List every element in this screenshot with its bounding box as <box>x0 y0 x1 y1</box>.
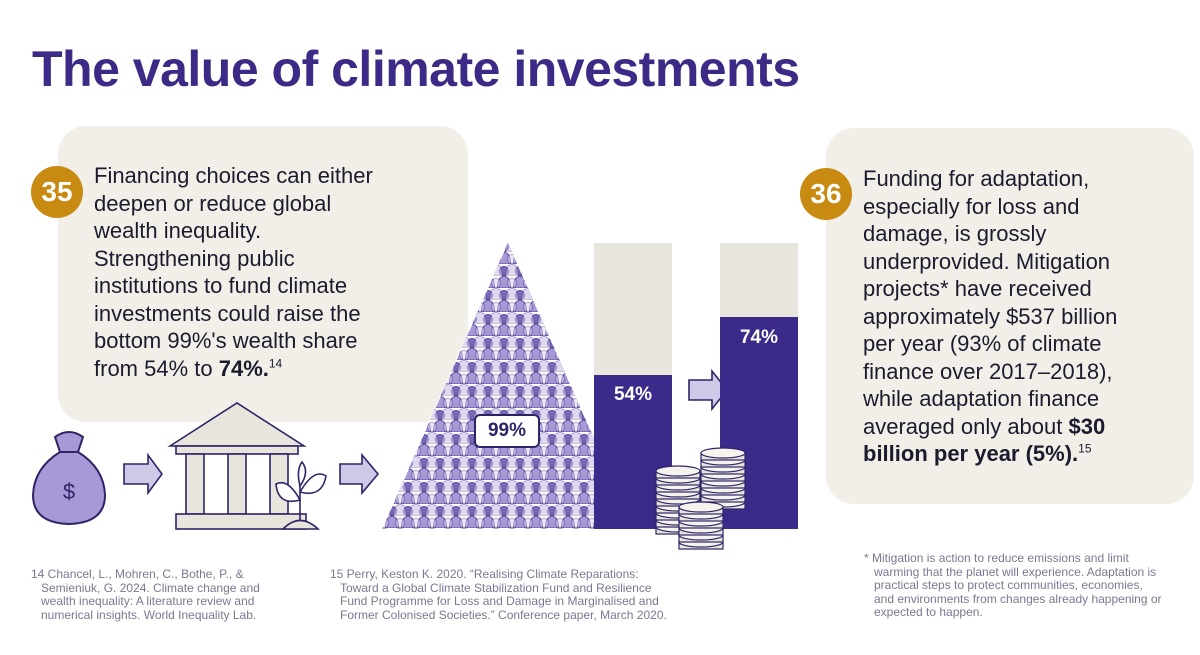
text-line: approximately $537 billion <box>863 303 1118 329</box>
number-badge: 36 <box>800 168 852 220</box>
info-card-36 <box>826 128 1194 504</box>
text-line: deepen or reduce global <box>94 190 332 216</box>
text-line: bottom 99%'s wealth share <box>94 328 358 353</box>
highlight-value: $30 <box>1068 413 1106 439</box>
coin-top <box>678 501 724 513</box>
text-line: wealth inequality. <box>94 218 262 243</box>
text-line: from 54% to 74%.14 <box>94 355 283 381</box>
people-pyramid-icon <box>381 240 635 530</box>
footnote-14: 14 Chancel, L., Mohren, C., Bothe, P., &… <box>31 567 260 622</box>
wealth-share-bar-before <box>594 243 672 529</box>
footnote-15: 15 Perry, Keston K. 2020. “Realising Cli… <box>330 567 667 622</box>
text-line: billion per year (5%).15 <box>863 440 1163 468</box>
text-line: projects* have received <box>863 276 1092 301</box>
bar-after-label: 74% <box>739 327 779 348</box>
text-line: Funding for adaptation, <box>863 166 1090 191</box>
card-36-text: Funding for adaptation, especially for l… <box>863 165 1163 468</box>
pyramid-percent-label: 99% <box>474 414 540 448</box>
coin-stack-icon <box>655 447 746 550</box>
footnote-definition: * Mitigation is action to reduce emissio… <box>864 551 1162 619</box>
info-card-35 <box>58 126 468 422</box>
text-line: finance over 2017–2018), <box>863 358 1113 384</box>
text-line: while adaptation finance <box>863 386 1100 411</box>
sprout-icon <box>275 460 327 530</box>
bank-building-icon <box>167 402 307 530</box>
card-35-text: Financing choices can either deepen or r… <box>94 162 424 382</box>
highlight-value: billion per year (5%). <box>863 441 1079 466</box>
arrow-right-icon <box>339 452 380 496</box>
text-line: Financing choices can either <box>94 163 373 188</box>
svg-text:$: $ <box>63 479 75 504</box>
text-line: per year (93% of climate <box>863 331 1102 356</box>
highlight-value: 74%. <box>218 355 269 381</box>
arrow-right-icon <box>688 368 729 412</box>
text-line: averaged only about $30 <box>863 413 1106 439</box>
text-line: especially for loss and <box>863 193 1080 219</box>
text-line: Strengthening public <box>94 245 295 271</box>
text-line: investments could raise the <box>94 300 361 326</box>
text-line: underprovided. Mitigation <box>863 248 1111 274</box>
page-title: The value of climate investments <box>32 41 800 97</box>
bar-before-label: 54% <box>613 384 653 405</box>
text-line: institutions to fund climate <box>94 273 348 298</box>
coin-top <box>700 447 746 459</box>
text-line: damage, is grossly <box>863 221 1047 246</box>
reference-number: 15 <box>1078 441 1092 456</box>
money-bag-icon: $ <box>31 431 107 526</box>
arrow-right-icon <box>123 452 163 496</box>
number-badge: 35 <box>31 166 83 218</box>
coin-top <box>655 465 701 477</box>
reference-number: 14 <box>268 356 283 371</box>
